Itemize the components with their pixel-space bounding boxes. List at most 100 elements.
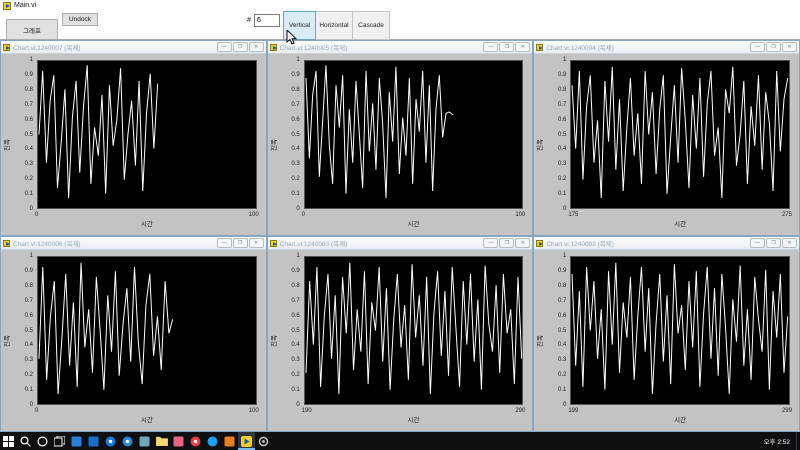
chrome-browser-icon[interactable] bbox=[187, 432, 204, 450]
x-axis-min-tick: 199 bbox=[568, 408, 579, 414]
chart-window-title: Chart.vi:1240003 (복제) bbox=[279, 241, 348, 248]
store-app-icon[interactable] bbox=[221, 432, 238, 450]
chart-window[interactable]: Chart.vi:1240005 (복제) — ❐ ✕ 진폭 1 0.9 0.8 0.… bbox=[266, 40, 534, 236]
minimize-icon[interactable]: — bbox=[216, 42, 232, 52]
plot-area[interactable] bbox=[37, 60, 257, 209]
x-axis-label: 시간 bbox=[407, 221, 420, 228]
mail-app-icon[interactable] bbox=[170, 432, 187, 450]
chart-window[interactable]: Chart.vi:1240002 (복제) — ❐ ✕ 진폭 1 0.9 0.8 0.… bbox=[533, 236, 800, 432]
chart-window-titlebar[interactable]: Chart.vi:1240007 (복제) — ❐ ✕ bbox=[1, 41, 266, 54]
waveform-trace bbox=[38, 262, 174, 395]
plot-area[interactable] bbox=[303, 60, 524, 209]
mdi-client-area: Chart.vi:1240007 (복제) — ❐ ✕ 진폭 1 0.9 0.8 0.… bbox=[0, 40, 800, 432]
close-icon[interactable]: ✕ bbox=[781, 238, 797, 248]
minimize-icon[interactable]: — bbox=[483, 42, 499, 52]
close-icon[interactable]: ✕ bbox=[248, 238, 264, 248]
minimize-icon[interactable]: — bbox=[749, 238, 765, 248]
tab-cascade[interactable]: Cascade bbox=[353, 11, 390, 40]
close-icon[interactable]: ✕ bbox=[248, 42, 264, 52]
x-axis-max-tick: 290 bbox=[515, 408, 526, 414]
chart-window-titlebar[interactable]: Chart.vi:1240004 (복제) — ❐ ✕ bbox=[534, 41, 799, 54]
window-controls: — ❐ ✕ bbox=[749, 238, 797, 248]
window-controls: — ❐ ✕ bbox=[482, 238, 531, 248]
chart-window-titlebar[interactable]: Chart.vi:1240003 (복제) — ❐ ✕ bbox=[267, 237, 533, 250]
y-tick-label: 0.9 bbox=[24, 267, 33, 274]
plot-area[interactable] bbox=[37, 256, 257, 405]
speaker-app-icon[interactable] bbox=[68, 432, 85, 450]
y-tick-label: 0.1 bbox=[557, 387, 567, 394]
y-tick-label: 0.9 bbox=[557, 267, 567, 274]
minimize-icon[interactable]: — bbox=[216, 238, 232, 248]
y-tick-label: 0.2 bbox=[291, 176, 300, 183]
plot-area[interactable] bbox=[570, 60, 790, 209]
x-axis-max-tick: 275 bbox=[781, 212, 792, 218]
labview-vi-icon bbox=[269, 43, 277, 51]
waveform-trace bbox=[571, 262, 789, 395]
file-explorer-icon[interactable] bbox=[153, 432, 170, 450]
show-desktop-button[interactable] bbox=[796, 432, 800, 450]
restore-icon[interactable]: ❐ bbox=[765, 42, 781, 52]
plot-area[interactable] bbox=[303, 256, 524, 405]
graph-button[interactable]: 그래프 bbox=[6, 19, 58, 40]
x-axis-min-tick: 0 bbox=[35, 408, 39, 414]
y-tick-label: 0.9 bbox=[291, 267, 300, 274]
restore-icon[interactable]: ❐ bbox=[765, 238, 781, 248]
y-tick-label: 0.6 bbox=[291, 116, 300, 123]
x-axis-min-tick: 0 bbox=[35, 212, 39, 218]
cortana-icon[interactable] bbox=[34, 432, 51, 450]
restore-icon[interactable]: ❐ bbox=[232, 238, 248, 248]
restore-icon[interactable]: ❐ bbox=[499, 42, 515, 52]
plot-area[interactable] bbox=[570, 256, 790, 405]
labview-app-icon bbox=[3, 1, 11, 10]
chart-window-title: Chart.vi:1240006 (복제) bbox=[13, 241, 81, 248]
y-tick-label: 0.3 bbox=[291, 161, 300, 168]
labview-icon[interactable] bbox=[238, 432, 255, 450]
tab-vertical[interactable]: Vertical bbox=[283, 11, 316, 40]
x-axis-max-tick: 100 bbox=[248, 408, 259, 414]
y-tick-label: 0.6 bbox=[24, 312, 33, 319]
chart-window-titlebar[interactable]: Chart.vi:1240002 (복제) — ❐ ✕ bbox=[534, 237, 799, 250]
pane-count-input[interactable] bbox=[254, 14, 280, 27]
x-axis-label: 시간 bbox=[140, 221, 153, 228]
tab-horizontal[interactable]: Horizontal bbox=[316, 11, 353, 40]
close-icon[interactable]: ✕ bbox=[515, 42, 531, 52]
chart-window[interactable]: Chart.vi:1240007 (복제) — ❐ ✕ 진폭 1 0.9 0.8 0.… bbox=[0, 40, 267, 236]
close-icon[interactable]: ✕ bbox=[781, 42, 797, 52]
twitter-app-icon[interactable] bbox=[204, 432, 221, 450]
x-axis-max-tick: 100 bbox=[248, 212, 259, 218]
chart-window-titlebar[interactable]: Chart.vi:1240005 (복제) — ❐ ✕ bbox=[267, 41, 533, 54]
settings-icon[interactable] bbox=[255, 432, 272, 450]
y-tick-label: 0.9 bbox=[291, 71, 300, 78]
y-tick-label: 0.1 bbox=[24, 387, 33, 394]
y-tick-label: 0 bbox=[29, 402, 33, 408]
start-icon[interactable] bbox=[0, 432, 17, 450]
chart-window[interactable]: Chart.vi:1240006 (복제) — ❐ ✕ 진폭 1 0.9 0.8 0.… bbox=[0, 236, 267, 432]
y-tick-label: 0.8 bbox=[557, 86, 567, 93]
y-tick-label: 0.1 bbox=[24, 191, 33, 198]
chart-window[interactable]: Chart.vi:1240004 (복제) — ❐ ✕ 진폭 1 0.9 0.8 0.… bbox=[533, 40, 800, 236]
network-app-icon[interactable] bbox=[119, 432, 136, 450]
minimize-icon[interactable]: — bbox=[483, 238, 499, 248]
restore-icon[interactable]: ❐ bbox=[232, 42, 248, 52]
window-controls: — ❐ ✕ bbox=[216, 238, 264, 248]
y-tick-label: 0.7 bbox=[291, 297, 300, 304]
undock-button[interactable]: Undock bbox=[62, 13, 98, 26]
edge-browser-icon[interactable] bbox=[102, 432, 119, 450]
y-tick-label: 0.3 bbox=[24, 161, 33, 168]
task-view-icon[interactable] bbox=[51, 432, 68, 450]
y-tick-label: 0.8 bbox=[291, 86, 300, 93]
restore-icon[interactable]: ❐ bbox=[499, 238, 515, 248]
y-tick-label: 0.2 bbox=[557, 372, 567, 379]
taskbar-clock[interactable]: 오후 2:52 bbox=[763, 439, 790, 446]
photos-app-icon[interactable] bbox=[136, 432, 153, 450]
close-icon[interactable]: ✕ bbox=[515, 238, 531, 248]
taskbar: 오후 2:52 bbox=[0, 432, 800, 450]
x-axis-label: 시간 bbox=[140, 417, 153, 424]
y-tick-label: 0.3 bbox=[24, 357, 33, 364]
display-app-icon[interactable] bbox=[85, 432, 102, 450]
minimize-icon[interactable]: — bbox=[749, 42, 765, 52]
chart-window-titlebar[interactable]: Chart.vi:1240006 (복제) — ❐ ✕ bbox=[1, 237, 266, 250]
y-tick-label: 0.2 bbox=[24, 176, 33, 183]
search-icon[interactable] bbox=[17, 432, 34, 450]
chart-window[interactable]: Chart.vi:1240003 (복제) — ❐ ✕ 진폭 1 0.9 0.8 0.… bbox=[266, 236, 534, 432]
